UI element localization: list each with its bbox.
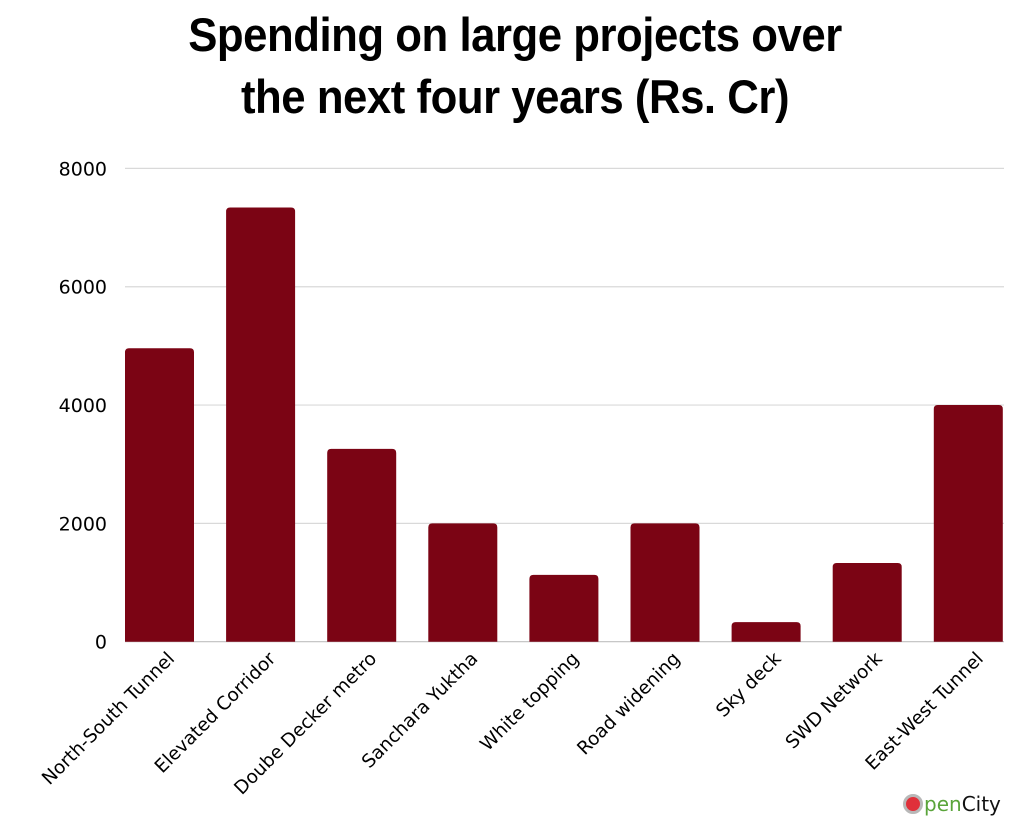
chart-title-line-2: the next four years (Rs. Cr): [240, 70, 790, 123]
bar: [428, 523, 498, 642]
chart-title-line-1: Spending on large projects over: [188, 8, 842, 61]
bar: [630, 523, 700, 642]
x-tick-label: White topping: [476, 648, 583, 755]
bar: [731, 622, 801, 642]
bar: [933, 405, 1003, 642]
x-tick-label: SWD Network: [782, 648, 887, 753]
bar: [529, 574, 599, 642]
opencity-logo: pen City: [903, 791, 1001, 817]
bar: [832, 563, 902, 642]
x-tick-label: Sky deck: [712, 648, 785, 721]
y-tick-label: 2000: [59, 513, 107, 535]
y-tick-label: 4000: [59, 395, 107, 417]
bar: [327, 448, 397, 642]
logo-text-city: City: [961, 792, 1001, 816]
logo-o-icon: [903, 794, 923, 814]
y-tick-label: 0: [95, 632, 107, 654]
chart-title: Spending on large projects over the next…: [36, 4, 994, 128]
y-tick-label: 6000: [59, 277, 107, 299]
bar: [125, 348, 194, 642]
x-tick-label: Road widening: [573, 648, 684, 759]
y-tick-label: 8000: [59, 158, 107, 180]
bar: [226, 207, 296, 642]
logo-text-pen: pen: [924, 792, 962, 816]
